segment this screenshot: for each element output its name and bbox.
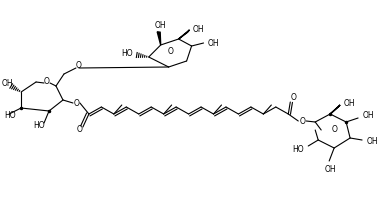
Polygon shape: [157, 32, 161, 45]
Text: O: O: [168, 47, 174, 56]
Text: OH: OH: [324, 164, 336, 173]
Text: OH: OH: [343, 99, 355, 108]
Text: OH: OH: [193, 24, 204, 33]
Polygon shape: [179, 30, 189, 39]
Text: O: O: [76, 61, 82, 70]
Text: HO: HO: [4, 111, 16, 121]
Text: O: O: [74, 98, 80, 107]
Text: HO: HO: [33, 121, 45, 130]
Text: O: O: [290, 93, 296, 102]
Text: HO: HO: [293, 144, 304, 153]
Text: OH: OH: [366, 136, 378, 145]
Text: O: O: [44, 76, 50, 85]
Text: OH: OH: [155, 22, 166, 31]
Text: O: O: [331, 125, 337, 135]
Text: O: O: [77, 125, 83, 135]
Text: OH: OH: [362, 111, 374, 121]
Text: OH: OH: [208, 40, 219, 48]
Text: O: O: [299, 117, 305, 126]
Text: OH: OH: [1, 79, 13, 88]
Polygon shape: [330, 105, 340, 114]
Text: HO: HO: [121, 48, 132, 57]
